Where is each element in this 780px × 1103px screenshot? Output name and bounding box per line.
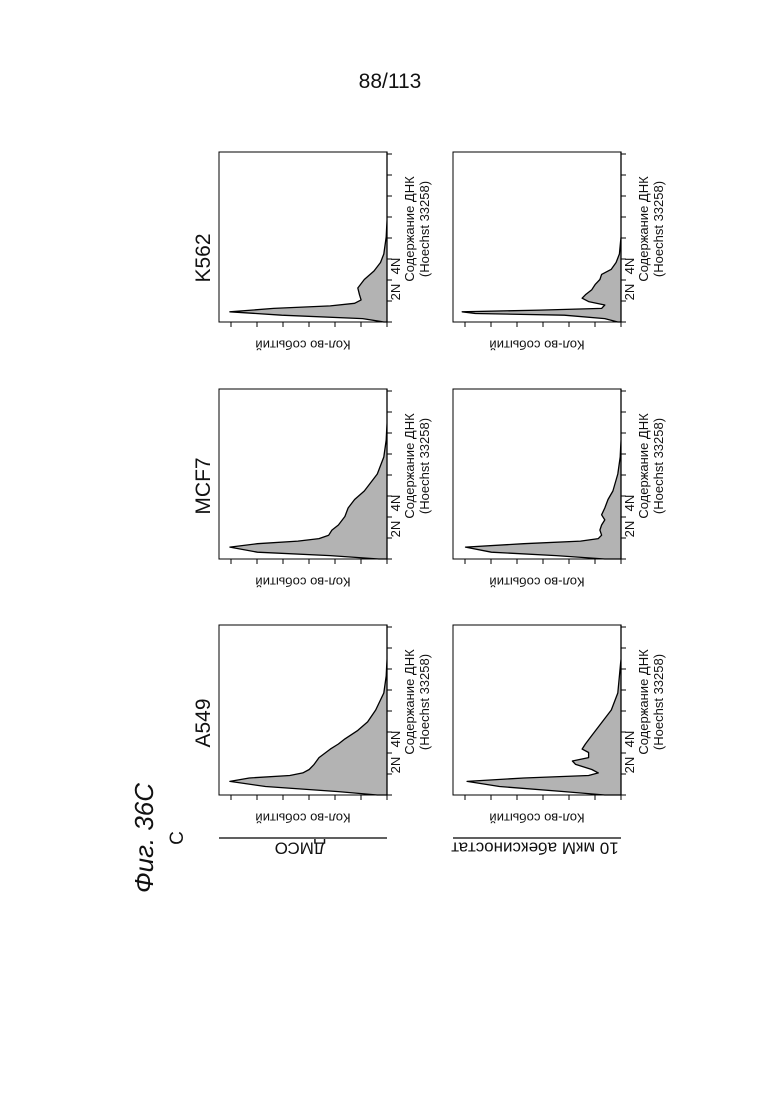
- column-label-a549: A549: [192, 698, 215, 747]
- xlabel-dna-content: Содержание ДНК: [402, 413, 417, 519]
- tick-label-4n: 4N: [388, 495, 403, 512]
- ylabel-events: Кол-во событий: [255, 338, 350, 353]
- xlabel-hoechst: (Hoechst 33258): [651, 418, 666, 514]
- xlabel-hoechst: (Hoechst 33258): [417, 181, 432, 277]
- histogram-a549-abexinostat: Кол-во событий 2N 4NСодержание ДНК(Hoechst…: [453, 625, 666, 826]
- ylabel-events: Кол-во событий: [489, 811, 584, 826]
- ylabel-events: Кол-во событий: [489, 575, 584, 590]
- tick-label-2n: 2N: [622, 284, 637, 301]
- xlabel-hoechst: (Hoechst 33258): [417, 654, 432, 750]
- row-label-abexinostat: 10 мкМ абексиностат: [451, 839, 619, 858]
- xlabel-dna-content: Содержание ДНК: [636, 649, 651, 755]
- tick-label-2n: 2N: [388, 521, 403, 538]
- tick-label-4n: 4N: [388, 731, 403, 748]
- xlabel-hoechst: (Hoechst 33258): [651, 181, 666, 277]
- tick-label-2n: 2N: [388, 284, 403, 301]
- histogram-mcf7-dmso: Кол-во событий 2N 4NСодержание ДНК(Hoechst…: [219, 389, 432, 590]
- xlabel-dna-content: Содержание ДНК: [402, 649, 417, 755]
- histogram-k562-abexinostat: Кол-во событий 2N 4NСодержание ДНК(Hoechst…: [453, 152, 666, 353]
- ylabel-events: Кол-во событий: [489, 338, 584, 353]
- histogram-panels: Кол-во событий2N4NСодержание ДНК(Hoechst…: [219, 152, 666, 826]
- tick-label-4n: 4N: [388, 258, 403, 275]
- figure-label: Фиг. 36С: [129, 783, 159, 893]
- tick-label-2n: 2N: [622, 757, 637, 774]
- row-label-dmso: ДМСО: [275, 839, 326, 858]
- tick-label-4n: 4N: [622, 258, 637, 275]
- tick-label-4n: 4N: [622, 731, 637, 748]
- histogram-a549-dmso: Кол-во событий 2N 4NСодержание ДНК(Hoechst…: [219, 625, 432, 826]
- column-label-k562: K562: [192, 233, 215, 282]
- histogram-mcf7-abexinostat: Кол-во событий 2N 4NСодержание ДНК(Hoechst…: [453, 389, 666, 590]
- tick-label-2n: 2N: [388, 757, 403, 774]
- tick-label-2n: 2N: [622, 521, 637, 538]
- ylabel-events: Кол-во событий: [255, 811, 350, 826]
- xlabel-dna-content: Содержание ДНК: [402, 176, 417, 282]
- xlabel-dna-content: Содержание ДНК: [636, 176, 651, 282]
- xlabel-dna-content: Содержание ДНК: [636, 413, 651, 519]
- xlabel-hoechst: (Hoechst 33258): [651, 654, 666, 750]
- histogram-k562-dmso: Кол-во событий 2N 4NСодержание ДНК(Hoechst…: [219, 152, 432, 353]
- panel-letter: С: [167, 831, 188, 845]
- tick-label-4n: 4N: [622, 495, 637, 512]
- plot-frame: [453, 389, 621, 559]
- ylabel-events: Кол-во событий: [255, 575, 350, 590]
- column-label-mcf7: MCF7: [192, 457, 215, 514]
- xlabel-hoechst: (Hoechst 33258): [417, 418, 432, 514]
